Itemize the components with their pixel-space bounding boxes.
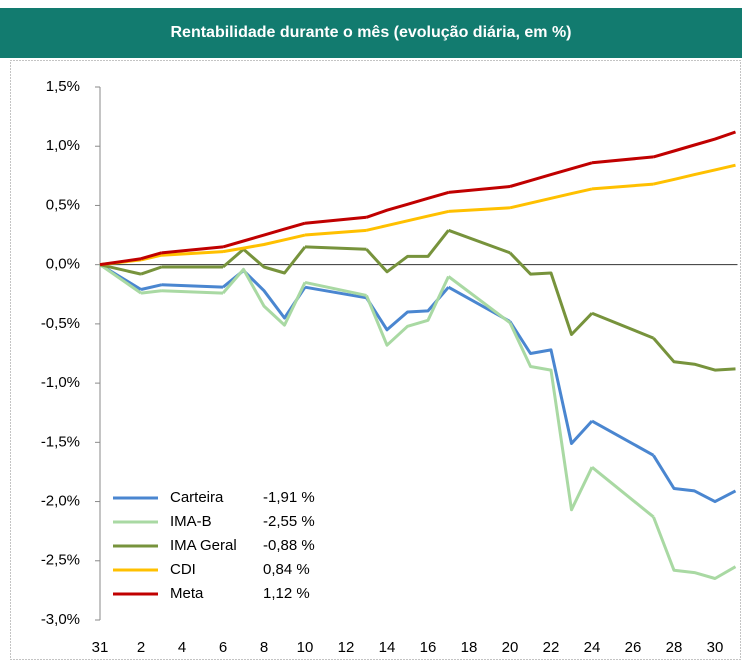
x-tick-label: 28 [666, 639, 683, 656]
gap-bridge [447, 275, 511, 324]
gap-bridge [304, 285, 367, 300]
legend-value: -0,88 % [263, 537, 315, 554]
series-line [140, 269, 737, 504]
legend-value: 1,12 % [263, 585, 310, 602]
x-tick-label: 10 [297, 639, 314, 656]
x-tick-label: 22 [543, 639, 560, 656]
x-tick-label: 26 [625, 639, 642, 656]
gap-bridge [591, 419, 655, 457]
legend-label: Carteira [170, 489, 224, 506]
series-line [140, 267, 737, 580]
gap-bridge [448, 206, 511, 213]
gap-bridge [161, 289, 224, 295]
series-line [140, 229, 736, 372]
chart-border [10, 60, 741, 660]
legend-value: 0,84 % [263, 561, 310, 578]
gap-bridge [591, 155, 654, 165]
series-line [140, 130, 736, 261]
legend-label: Meta [170, 585, 204, 602]
gap-bridge [448, 185, 511, 194]
x-tick-label: 18 [461, 639, 478, 656]
y-tick-label: -0,5% [41, 315, 80, 332]
gap-bridge [161, 245, 224, 255]
series-line [140, 163, 736, 262]
gap-bridge [99, 263, 142, 276]
x-tick-label: 16 [420, 639, 437, 656]
x-tick-label: 6 [219, 639, 227, 656]
x-tick-label: 8 [260, 639, 268, 656]
x-tick-label: 30 [707, 639, 724, 656]
gap-bridge [447, 228, 511, 255]
y-tick-label: -3,0% [41, 611, 80, 628]
legend-label: CDI [170, 561, 196, 578]
x-tick-label: 31 [92, 639, 109, 656]
gap-bridge [161, 283, 224, 289]
gap-bridge [591, 311, 655, 340]
x-tick-label: 24 [584, 639, 601, 656]
y-tick-label: 0,0% [46, 256, 80, 273]
y-tick-label: -1,0% [41, 374, 80, 391]
y-tick-label: 0,5% [46, 196, 80, 213]
legend-label: IMA Geral [170, 537, 237, 554]
title-bar [0, 8, 742, 58]
y-tick-label: -2,5% [41, 552, 80, 569]
y-tick-label: -2,0% [41, 493, 80, 510]
x-tick-label: 4 [178, 639, 186, 656]
x-tick-label: 2 [137, 639, 145, 656]
gap-bridge [304, 280, 367, 297]
gap-bridge [304, 215, 367, 225]
x-tick-label: 12 [338, 639, 355, 656]
gap-bridge [99, 263, 142, 295]
y-tick-label: -1,5% [41, 433, 80, 450]
x-tick-label: 20 [502, 639, 519, 656]
gap-bridge [591, 182, 654, 191]
gap-bridge [304, 245, 367, 251]
legend-value: -1,91 % [263, 489, 315, 506]
gap-bridge [591, 466, 655, 519]
y-tick-label: 1,5% [46, 78, 80, 95]
gap-bridge [161, 250, 224, 257]
legend-label: IMA-B [170, 513, 212, 530]
x-tick-label: 14 [379, 639, 396, 656]
gap-bridge [304, 228, 367, 237]
y-tick-label: 1,0% [46, 137, 80, 154]
legend-value: -2,55 % [263, 513, 315, 530]
gap-bridge [99, 257, 142, 267]
chart-title: Rentabilidade durante o mês (evolução di… [171, 24, 572, 41]
